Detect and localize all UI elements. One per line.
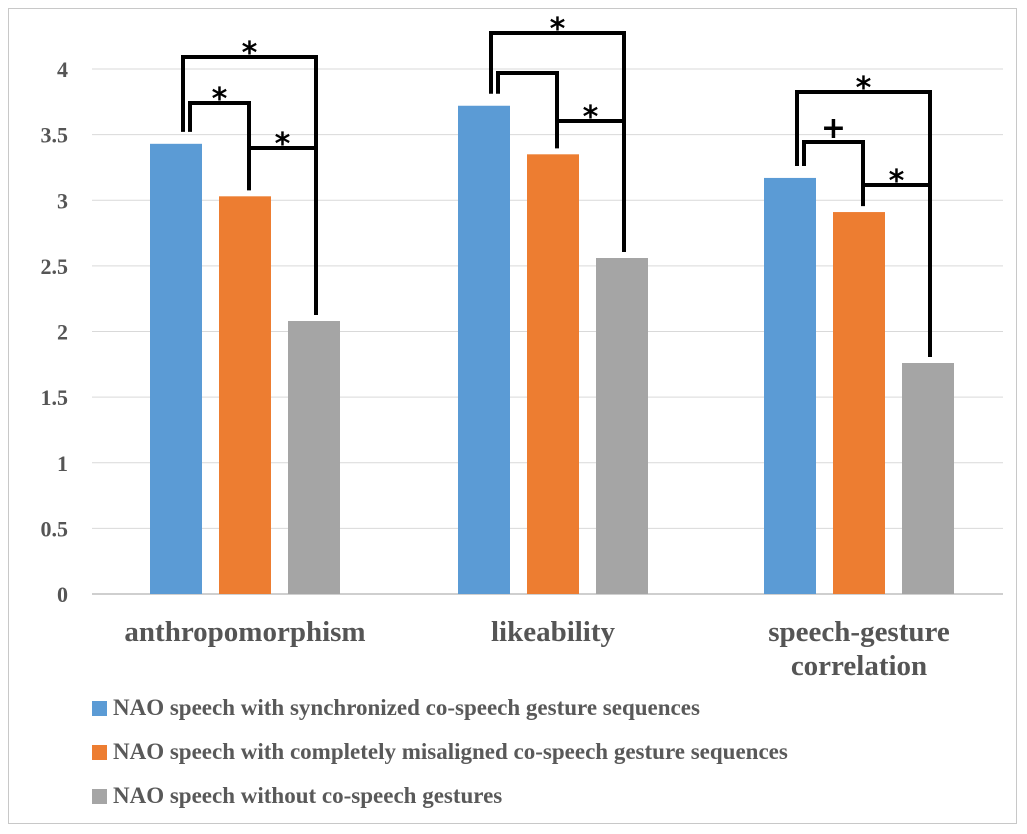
y-tick-label: 0	[57, 582, 68, 607]
bars	[150, 105, 954, 594]
y-tick-label: 3.5	[41, 123, 69, 148]
y-tick-label: 4	[57, 57, 68, 82]
bar	[150, 143, 202, 594]
bar	[596, 258, 648, 594]
significance-mark: *	[856, 71, 872, 106]
y-tick-label: 2	[57, 320, 68, 345]
category-label: speech-gesture correlation	[768, 616, 950, 682]
significance-mark: *	[242, 36, 258, 71]
bar	[288, 321, 340, 594]
y-tick-label: 1.5	[41, 385, 69, 410]
significance-brackets: * * * * * * + *	[181, 12, 932, 357]
significance-bracket	[802, 140, 865, 207]
y-tick-label: 2.5	[41, 254, 69, 279]
significance-bracket	[496, 71, 559, 149]
bar	[527, 154, 579, 594]
significance-bracket	[249, 146, 318, 315]
legend-label-synchronized: NAO speech with synchronized co-speech g…	[113, 695, 700, 720]
legend-item-synchronized: NAO speech with synchronized co-speech g…	[92, 686, 788, 730]
bar	[833, 212, 885, 594]
bar-chart: 0 0.5 1 1.5 2 2.5 3 3.5 4 * * * * * * + * anthropomorph…	[41, 12, 1003, 682]
significance-bracket	[557, 119, 626, 252]
legend-item-no-gestures: NAO speech without co-speech gestures	[92, 774, 788, 818]
bar	[458, 105, 510, 594]
bar	[219, 196, 271, 594]
significance-bracket	[863, 183, 932, 357]
legend-label-misaligned: NAO speech with completely misaligned co…	[113, 739, 788, 764]
y-tick-label: 3	[57, 188, 68, 213]
y-tick-label: 0.5	[41, 516, 69, 541]
legend-swatch-synchronized	[92, 700, 107, 716]
significance-mark: *	[212, 82, 228, 117]
bar	[764, 177, 816, 594]
legend-label-no-gestures: NAO speech without co-speech gestures	[113, 783, 503, 808]
bar	[902, 363, 954, 594]
y-tick-label: 1	[57, 451, 68, 476]
legend-item-misaligned: NAO speech with completely misaligned co…	[92, 730, 788, 774]
legend: NAO speech with synchronized co-speech g…	[92, 686, 788, 818]
x-axis-categories: anthropomorphism likeability speech-gestur…	[124, 616, 949, 682]
significance-mark: *	[275, 127, 291, 162]
significance-mark: *	[889, 164, 905, 199]
significance-mark: *	[550, 12, 566, 47]
significance-mark: *	[583, 100, 599, 135]
category-label: anthropomorphism	[124, 616, 365, 648]
category-label: likeability	[491, 616, 616, 648]
legend-swatch-misaligned	[92, 744, 107, 760]
significance-mark: +	[821, 111, 846, 146]
legend-swatch-no-gestures	[92, 788, 107, 804]
y-axis-ticks: 0 0.5 1 1.5 2 2.5 3 3.5 4	[41, 57, 69, 607]
